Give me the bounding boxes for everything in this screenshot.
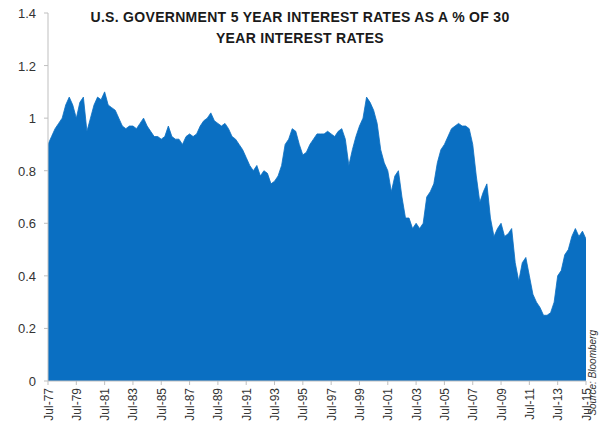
x-tick xyxy=(246,381,247,385)
y-tick xyxy=(44,170,48,171)
chart: U.S. GOVERNMENT 5 YEAR INTEREST RATES AS… xyxy=(0,0,600,442)
x-tick-label: Jul-05 xyxy=(438,388,452,421)
x-tick xyxy=(416,381,417,385)
plot-area xyxy=(48,92,586,381)
y-tick xyxy=(44,13,48,14)
y-tick xyxy=(44,118,48,119)
x-tick-label: Jul-99 xyxy=(353,388,367,421)
y-tick-label: 0.4 xyxy=(18,269,36,284)
x-tick-label: Jul-11 xyxy=(523,388,537,420)
x-tick-label: Jul-01 xyxy=(381,388,395,421)
x-tick xyxy=(387,381,388,385)
x-tick xyxy=(274,381,275,385)
y-tick-label: 0.6 xyxy=(18,216,36,231)
x-tick xyxy=(444,381,445,385)
x-tick-label: Jul-97 xyxy=(325,388,339,421)
x-tick-label: Jul-77 xyxy=(42,388,56,421)
x-tick xyxy=(359,381,360,385)
x-tick xyxy=(302,381,303,385)
y-tick xyxy=(44,223,48,224)
x-tick-label: Jul-89 xyxy=(211,388,225,421)
y-tick xyxy=(44,381,48,382)
x-tick xyxy=(472,381,473,385)
x-tick xyxy=(104,381,105,385)
source-note: Source: Bloomberg xyxy=(587,330,598,416)
axes: 0 0.2 0.4 0.6 0.8 1 1.2 1.4 Jul-77 Jul-79 Jul-81 Ju… xyxy=(18,6,594,421)
x-tick-label: Jul-85 xyxy=(155,388,169,421)
x-tick-label: Jul-13 xyxy=(551,388,565,421)
y-tick-label: 1.2 xyxy=(18,59,36,74)
x-tick xyxy=(48,381,49,385)
x-tick-label: Jul-91 xyxy=(240,388,254,421)
y-tick xyxy=(44,65,48,66)
x-tick-label: Jul-95 xyxy=(296,388,310,421)
x-tick-label: Jul-87 xyxy=(183,388,197,421)
x-tick-label: Jul-81 xyxy=(98,388,112,421)
y-tick-label: 0.2 xyxy=(18,321,36,336)
x-tick-label: Jul-03 xyxy=(410,388,424,421)
title: U.S. GOVERNMENT 5 YEAR INTEREST RATES AS… xyxy=(91,9,510,46)
y-tick-label: 1 xyxy=(29,111,36,126)
x-tick xyxy=(76,381,77,385)
y-axis-line xyxy=(48,13,49,381)
x-tick xyxy=(217,381,218,385)
x-tick xyxy=(529,381,530,385)
x-tick-label: Jul-79 xyxy=(70,388,84,421)
x-tick-label: Jul-09 xyxy=(495,388,509,421)
y-tick-label: 0 xyxy=(29,374,36,389)
x-tick-label: Jul-83 xyxy=(126,388,140,421)
x-tick xyxy=(161,381,162,385)
x-tick xyxy=(557,381,558,385)
x-tick xyxy=(501,381,502,385)
x-axis-line xyxy=(48,381,586,382)
y-tick xyxy=(44,275,48,276)
y-tick xyxy=(44,328,48,329)
x-tick-label: Jul-93 xyxy=(268,388,282,421)
x-tick-label: Jul-07 xyxy=(466,388,480,421)
area xyxy=(48,92,586,381)
x-tick xyxy=(132,381,133,385)
title-group: U.S. GOVERNMENT 5 YEAR INTEREST RATES AS… xyxy=(91,9,510,46)
y-tick-label: 0.8 xyxy=(18,164,36,179)
y-tick-label: 1.4 xyxy=(18,6,36,21)
x-tick xyxy=(189,381,190,385)
x-tick xyxy=(331,381,332,385)
